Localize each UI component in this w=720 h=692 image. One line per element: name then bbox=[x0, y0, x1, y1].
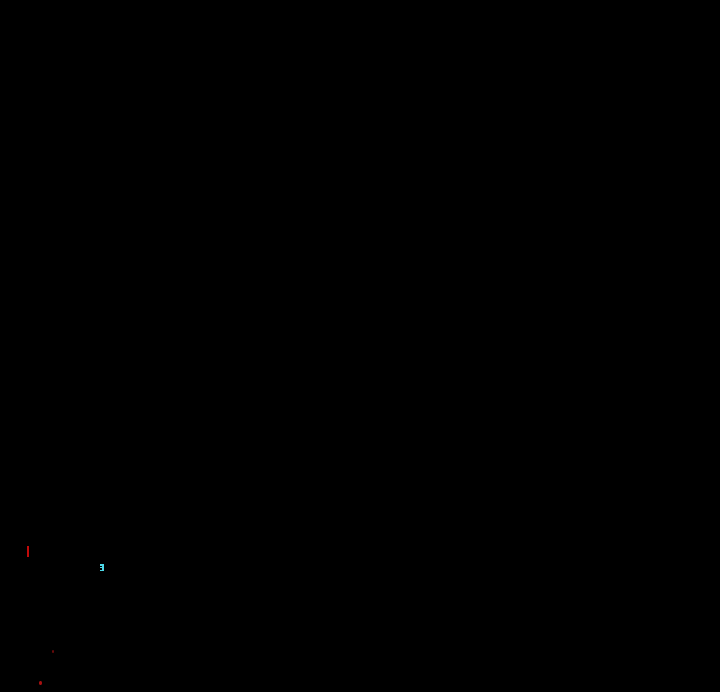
red-speck-mark bbox=[39, 681, 42, 685]
dark-red-speck-mark bbox=[52, 650, 54, 653]
cyan-glyph-mark bbox=[100, 564, 104, 571]
cyan-glyph-mark-stroke bbox=[100, 570, 103, 571]
cyan-glyph-mark-stroke bbox=[102, 564, 104, 571]
cyan-glyph-mark-stroke bbox=[100, 564, 104, 566]
red-vertical-bar-mark bbox=[27, 546, 29, 557]
cyan-glyph-mark-stroke bbox=[100, 567, 103, 568]
